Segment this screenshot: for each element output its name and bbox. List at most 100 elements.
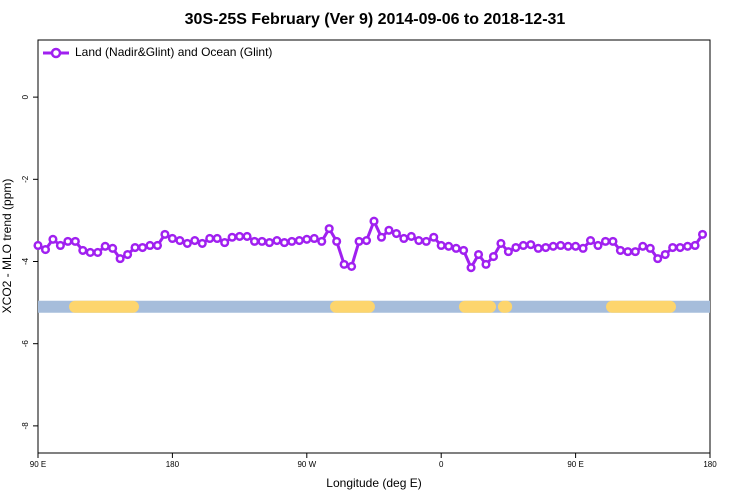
point [108, 243, 118, 253]
point [585, 235, 596, 246]
point [242, 231, 252, 241]
point [451, 243, 461, 253]
point [556, 240, 566, 251]
point [376, 232, 387, 242]
point [257, 236, 267, 246]
x-tick-label: 180 [166, 460, 180, 469]
point [85, 247, 95, 258]
point [548, 241, 558, 251]
point [429, 232, 439, 242]
point [294, 235, 304, 246]
point [578, 243, 588, 253]
point [33, 240, 43, 251]
point [697, 229, 708, 239]
point [615, 245, 625, 255]
point [690, 240, 700, 251]
point [55, 240, 65, 251]
legend-marker [50, 47, 62, 59]
point [160, 229, 170, 239]
point [309, 233, 319, 244]
point [444, 241, 454, 251]
point [235, 231, 245, 241]
point [190, 235, 200, 246]
point [272, 235, 282, 246]
point [115, 254, 125, 264]
point [518, 240, 528, 251]
x-tick-label: 90 W [297, 460, 316, 469]
point [399, 233, 409, 244]
point [48, 234, 58, 244]
x-tick-label: 0 [439, 460, 444, 469]
point [130, 242, 140, 253]
point [571, 241, 581, 251]
point [608, 236, 618, 246]
point [123, 249, 133, 260]
point [63, 236, 73, 246]
point [332, 236, 342, 246]
point [623, 247, 633, 257]
point [421, 236, 431, 246]
point [630, 247, 640, 257]
point [361, 235, 372, 246]
point [78, 245, 88, 255]
y-axis-label: XCO2 - MLO trend (ppm) [0, 179, 14, 314]
point [414, 235, 424, 246]
y-tick-label: -2 [21, 175, 30, 183]
point [563, 241, 573, 251]
x-tick-label: 90 E [567, 460, 583, 469]
point [354, 236, 364, 246]
point [481, 259, 491, 269]
point [324, 224, 334, 234]
point [533, 243, 543, 253]
point [167, 233, 177, 244]
point [638, 241, 648, 251]
point [317, 236, 327, 246]
point [459, 245, 469, 255]
point [369, 216, 379, 226]
point [145, 240, 155, 251]
point [511, 242, 521, 253]
point [100, 241, 110, 251]
point [197, 238, 207, 248]
point [683, 241, 693, 251]
point [93, 247, 103, 258]
point [302, 234, 312, 244]
point [488, 252, 499, 262]
y-tick-label: -6 [21, 340, 30, 348]
point [339, 259, 349, 269]
point [503, 247, 513, 257]
chart-title: 30S-25S February (Ver 9) 2014-09-06 to 2… [185, 11, 566, 28]
point [70, 236, 80, 246]
point [600, 236, 611, 246]
point [205, 233, 215, 244]
point [526, 240, 536, 250]
point [264, 238, 275, 248]
point [175, 235, 185, 246]
point [436, 240, 446, 251]
point [645, 243, 655, 253]
point [249, 236, 260, 246]
point [182, 238, 192, 248]
y-tick-label: 0 [21, 94, 30, 99]
point [473, 249, 484, 260]
point [220, 238, 230, 248]
point [391, 229, 401, 239]
point [347, 261, 357, 271]
point [653, 254, 663, 264]
point [496, 238, 506, 248]
point [541, 242, 551, 253]
point [466, 263, 476, 273]
y-tick-label: -4 [21, 257, 30, 265]
point [40, 245, 51, 255]
y-tick-label: -8 [21, 422, 30, 430]
point [675, 242, 685, 253]
point [152, 240, 163, 251]
point [287, 236, 297, 246]
point [668, 242, 678, 253]
x-tick-label: 180 [703, 460, 717, 469]
point [384, 225, 394, 235]
point [227, 232, 237, 242]
point [593, 240, 603, 251]
point [212, 233, 222, 244]
